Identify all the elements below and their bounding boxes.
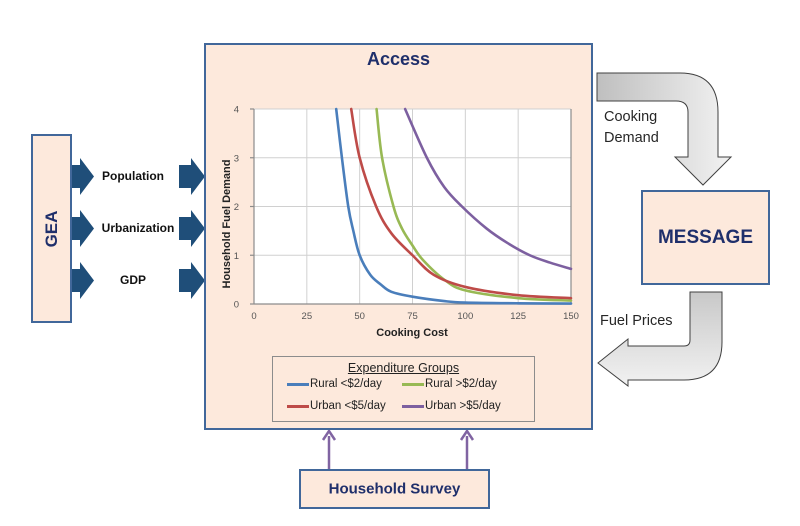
legend-item-rural-high: Rural >$2/day — [402, 378, 497, 390]
series-line — [334, 107, 573, 305]
legend-swatch-icon — [287, 404, 309, 408]
survey-arrowhead-right-icon — [459, 428, 475, 441]
cooking-demand-line-1: Cooking — [604, 109, 658, 125]
gdp-arrow-icon — [68, 262, 94, 299]
legend-swatch-icon — [287, 382, 309, 386]
urbanization-arrow-icon — [68, 210, 94, 247]
series-line — [349, 107, 573, 300]
fuel-prices-label: Fuel Prices — [600, 313, 673, 329]
population-arrow-icon — [68, 158, 94, 195]
legend-label: Rural >$2/day — [425, 378, 497, 390]
message-box: MESSAGE — [641, 190, 770, 285]
message-label: MESSAGE — [657, 226, 754, 248]
legend-item-urban-high: Urban >$5/day — [402, 400, 501, 412]
series-line — [375, 107, 573, 302]
x-tick-label: 50 — [354, 311, 365, 322]
legend-item-rural-low: Rural <$2/day — [287, 378, 382, 390]
legend-label: Urban <$5/day — [310, 400, 386, 412]
legend-title: Expenditure Groups — [347, 361, 460, 375]
x-tick-label: 150 — [563, 311, 579, 322]
legend-swatch-icon — [402, 404, 424, 408]
fuel-prices-arrow-icon — [597, 291, 723, 388]
household-survey-label: Household Survey — [328, 480, 461, 498]
x-axis-label: Cooking Cost — [376, 327, 448, 339]
gdp-to-access-arrow-icon — [179, 262, 205, 299]
x-tick-label: 75 — [407, 311, 418, 322]
driver-population-label: Population — [102, 169, 164, 183]
driver-gdp-label: GDP — [119, 273, 146, 287]
cooking-demand-label: Cooking Demand — [604, 107, 659, 149]
y-tick-label: 3 — [234, 153, 239, 164]
x-tick-label: 0 — [251, 311, 256, 322]
cooking-demand-arrow-icon — [596, 72, 733, 186]
x-tick-label: 25 — [302, 311, 313, 322]
legend-label: Rural <$2/day — [310, 378, 382, 390]
survey-arrowhead-left-icon — [321, 428, 337, 441]
x-tick-label: 125 — [510, 311, 526, 322]
chart-legend: Expenditure Groups Rural <$2/day Rural >… — [272, 356, 535, 422]
household-survey-box: Household Survey — [299, 469, 490, 509]
y-tick-label: 2 — [234, 202, 239, 213]
driver-urbanization-label: Urbanization — [101, 221, 175, 235]
urbanization-to-access-arrow-icon — [179, 210, 205, 247]
access-title: Access — [366, 49, 431, 69]
y-tick-label: 1 — [234, 251, 239, 262]
y-tick-label: 4 — [234, 105, 239, 116]
gea-box: GEA — [31, 134, 72, 323]
y-tick-label: 0 — [234, 300, 239, 311]
legend-swatch-icon — [402, 382, 424, 386]
x-tick-label: 100 — [457, 311, 473, 322]
legend-label: Urban >$5/day — [425, 400, 501, 412]
legend-item-urban-low: Urban <$5/day — [287, 400, 386, 412]
cooking-demand-line-2: Demand — [604, 130, 659, 146]
series-line — [403, 107, 573, 271]
population-to-access-arrow-icon — [179, 158, 205, 195]
y-axis-label: Household Fuel Demand — [221, 160, 233, 289]
